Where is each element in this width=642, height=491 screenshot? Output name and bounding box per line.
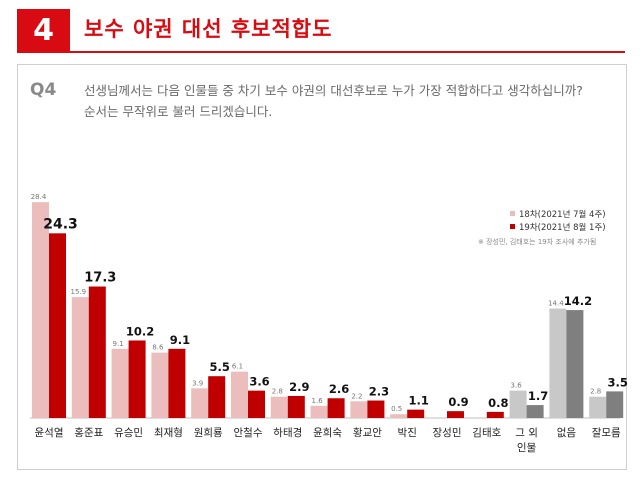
chart-legend: 18차(2021년 7월 4주) 19차(2021년 8월 1주) [510,207,606,233]
data-label-curr: 2.6 [329,382,349,396]
bar-curr [566,310,584,418]
data-label-curr: 17.3 [84,271,116,286]
data-label-curr: 10.2 [126,324,154,338]
badge-shape-icon [17,9,70,53]
x-tick-label: 최재형 [154,427,183,439]
x-tick-label: 하태경 [273,426,302,439]
data-label-prev: 14.4 [548,300,564,308]
data-label-curr: 24.3 [43,216,78,232]
bar-prev [71,297,89,418]
data-label-curr: 9.1 [170,333,190,347]
data-label-curr: 3.5 [608,375,628,389]
bar-prev [231,371,248,418]
data-label-curr: 0.8 [488,396,508,410]
bar-curr [447,411,464,418]
bar-curr [606,391,624,418]
question-label: Q4 [30,80,57,100]
data-label-prev: 6.1 [232,363,243,371]
legend-item-curr: 19차(2021년 8월 1주) [510,220,606,233]
page-title: 보수 야권 대선 후보적합도 [84,17,333,41]
bar-prev [151,352,169,418]
bar-curr [327,398,345,418]
data-label-prev: 15.9 [71,288,87,296]
bar-curr [208,376,226,418]
x-tick-label: 홍준표 [74,426,103,439]
data-label-prev: 8.6 [152,344,164,352]
bar-curr [88,286,106,418]
bar-curr [49,233,66,418]
data-label-prev: 2.8 [272,388,283,396]
data-label-prev: 9.1 [113,340,124,348]
data-label-curr: 2.3 [369,385,389,399]
x-tick-label: 안철수 [234,427,263,439]
x-tick-label: 인물 [517,442,537,454]
x-tick-label: 윤희숙 [313,427,342,439]
data-label-curr: 14.2 [564,294,592,308]
bar-curr [168,348,186,418]
bar-prev [350,401,368,418]
data-label-prev: 3.6 [511,382,523,390]
legend-swatch-prev [510,211,515,216]
x-tick-label: 원희룡 [194,427,223,439]
bar-curr [287,395,305,418]
data-label-curr: 3.6 [249,375,269,389]
bar-prev [549,308,567,418]
data-label-curr: 1.1 [409,394,429,408]
bar-prev [509,390,527,418]
section-number-badge [17,9,70,53]
x-tick-label: 유승민 [114,427,143,439]
question-text-line1: 선생님께서는 다음 인물들 중 차기 보수 야권의 대선후보로 누가 가장 적합… [84,83,583,98]
legend-note: ※ 장성민, 김태호는 19차 조사에 추가됨 [478,238,597,246]
section-number: 4 [33,13,54,48]
legend-label-prev: 18차(2021년 7월 4주) [519,209,606,220]
data-label-prev: 1.6 [312,397,324,405]
header-underline [17,51,625,53]
x-tick-label: 없음 [557,426,577,439]
x-tick-label: 그 외 [515,427,538,439]
x-tick-label: 황교안 [353,427,382,439]
bar-prev [390,414,408,418]
bar-prev [310,405,328,418]
x-tick-label: 장성민 [433,427,462,439]
legend-item-prev: 18차(2021년 7월 4주) [510,207,606,220]
x-tick-label: 잘모름 [592,427,621,439]
bar-prev [111,348,129,418]
data-label-curr: 2.9 [289,380,309,394]
bar-prev [589,396,607,418]
bar-prev [191,388,209,418]
bar-curr [128,340,146,418]
bar-curr [526,405,544,418]
bar-curr [486,411,504,418]
bar-curr [248,390,265,418]
data-label-prev: 2.8 [590,388,601,396]
data-label-curr: 5.5 [210,360,230,374]
bar-prev [270,396,288,418]
bar-curr [367,400,385,418]
x-tick-label: 박진 [398,427,417,439]
bar-prev [32,202,49,418]
data-label-prev: 2.2 [351,392,362,400]
data-label-prev: 28.4 [31,193,47,201]
data-label-curr: 0.9 [448,395,468,409]
question-text-line2: 순서는 무작위로 불러 드리겠습니다. [84,104,273,119]
x-tick-label: 윤석열 [35,427,64,439]
x-tick-label: 김태호 [472,427,501,439]
data-label-curr: 1.7 [528,389,548,403]
legend-swatch-curr [510,224,515,229]
legend-label-curr: 19차(2021년 8월 1주) [519,222,606,233]
bar-curr [407,409,425,418]
data-label-prev: 0.5 [391,405,402,413]
data-label-prev: 3.9 [192,379,203,387]
